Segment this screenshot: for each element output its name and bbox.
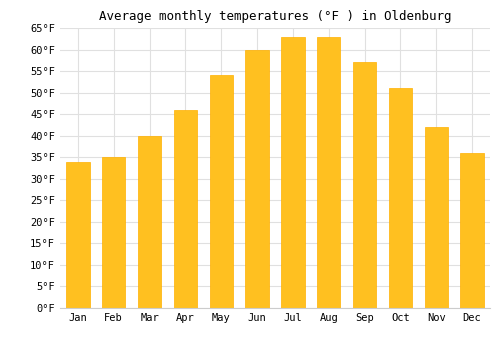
- Bar: [174, 110, 197, 308]
- Bar: [282, 37, 304, 308]
- Bar: [210, 75, 233, 308]
- Bar: [353, 62, 376, 308]
- Bar: [460, 153, 483, 308]
- Title: Average monthly temperatures (°F ) in Oldenburg: Average monthly temperatures (°F ) in Ol…: [99, 10, 451, 23]
- Bar: [389, 88, 412, 308]
- Bar: [317, 37, 340, 308]
- Bar: [138, 136, 161, 308]
- Bar: [246, 50, 268, 308]
- Bar: [102, 157, 126, 308]
- Bar: [424, 127, 448, 308]
- Bar: [66, 162, 90, 308]
